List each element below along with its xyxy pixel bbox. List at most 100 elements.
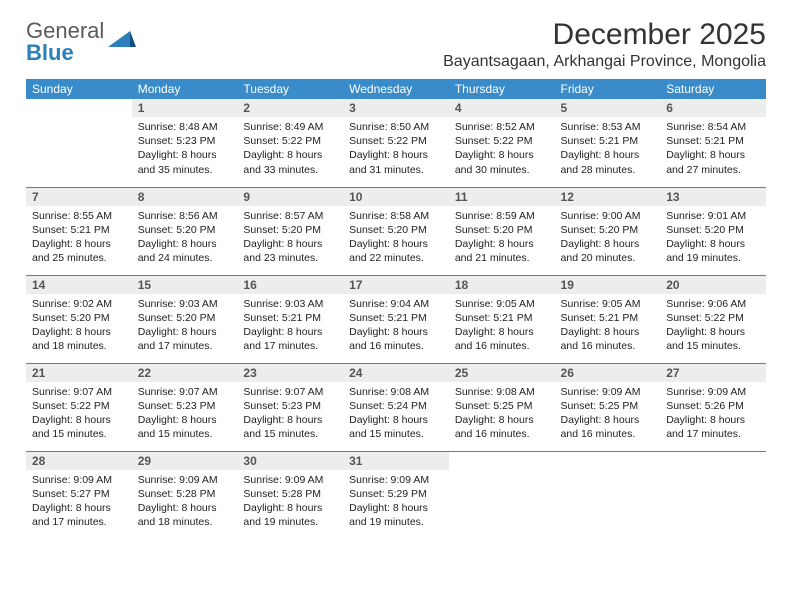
sunrise-text: Sunrise: 9:05 AM bbox=[455, 297, 549, 311]
daylight-text-2: and 25 minutes. bbox=[32, 251, 126, 265]
weekday-header: Sunday bbox=[26, 79, 132, 99]
daylight-text-1: Daylight: 8 hours bbox=[32, 237, 126, 251]
daylight-text-1: Daylight: 8 hours bbox=[32, 501, 126, 515]
calendar-day-cell: 15Sunrise: 9:03 AMSunset: 5:20 PMDayligh… bbox=[132, 275, 238, 363]
day-details: Sunrise: 8:52 AMSunset: 5:22 PMDaylight:… bbox=[449, 117, 555, 181]
brand-general: General bbox=[26, 20, 104, 42]
calendar-day-cell: 13Sunrise: 9:01 AMSunset: 5:20 PMDayligh… bbox=[660, 187, 766, 275]
sunrise-text: Sunrise: 9:09 AM bbox=[666, 385, 760, 399]
calendar-day-cell: 31Sunrise: 9:09 AMSunset: 5:29 PMDayligh… bbox=[343, 451, 449, 539]
calendar-day-cell: 18Sunrise: 9:05 AMSunset: 5:21 PMDayligh… bbox=[449, 275, 555, 363]
daylight-text-2: and 23 minutes. bbox=[243, 251, 337, 265]
weekday-header: Saturday bbox=[660, 79, 766, 99]
calendar-day-cell: 19Sunrise: 9:05 AMSunset: 5:21 PMDayligh… bbox=[555, 275, 661, 363]
sunrise-text: Sunrise: 9:08 AM bbox=[349, 385, 443, 399]
weekday-header: Thursday bbox=[449, 79, 555, 99]
daylight-text-1: Daylight: 8 hours bbox=[455, 148, 549, 162]
day-number: 31 bbox=[343, 452, 449, 470]
daylight-text-1: Daylight: 8 hours bbox=[243, 501, 337, 515]
daylight-text-1: Daylight: 8 hours bbox=[666, 413, 760, 427]
daylight-text-1: Daylight: 8 hours bbox=[561, 413, 655, 427]
sunset-text: Sunset: 5:28 PM bbox=[138, 487, 232, 501]
sunset-text: Sunset: 5:24 PM bbox=[349, 399, 443, 413]
sunrise-text: Sunrise: 8:54 AM bbox=[666, 120, 760, 134]
day-number: 13 bbox=[660, 188, 766, 206]
daylight-text-2: and 33 minutes. bbox=[243, 163, 337, 177]
day-number: 17 bbox=[343, 276, 449, 294]
sunset-text: Sunset: 5:23 PM bbox=[243, 399, 337, 413]
daylight-text-1: Daylight: 8 hours bbox=[243, 413, 337, 427]
weekday-header-row: Sunday Monday Tuesday Wednesday Thursday… bbox=[26, 79, 766, 99]
daylight-text-2: and 16 minutes. bbox=[455, 427, 549, 441]
day-details: Sunrise: 9:09 AMSunset: 5:26 PMDaylight:… bbox=[660, 382, 766, 446]
sunset-text: Sunset: 5:22 PM bbox=[666, 311, 760, 325]
calendar-week-row: 21Sunrise: 9:07 AMSunset: 5:22 PMDayligh… bbox=[26, 363, 766, 451]
calendar-day-cell: .. bbox=[26, 99, 132, 187]
sunset-text: Sunset: 5:20 PM bbox=[138, 223, 232, 237]
sunset-text: Sunset: 5:21 PM bbox=[561, 311, 655, 325]
daylight-text-1: Daylight: 8 hours bbox=[138, 501, 232, 515]
weekday-header: Monday bbox=[132, 79, 238, 99]
day-details: Sunrise: 9:04 AMSunset: 5:21 PMDaylight:… bbox=[343, 294, 449, 358]
daylight-text-1: Daylight: 8 hours bbox=[666, 325, 760, 339]
calendar-day-cell: 20Sunrise: 9:06 AMSunset: 5:22 PMDayligh… bbox=[660, 275, 766, 363]
daylight-text-2: and 30 minutes. bbox=[455, 163, 549, 177]
weekday-header: Wednesday bbox=[343, 79, 449, 99]
day-details: Sunrise: 8:53 AMSunset: 5:21 PMDaylight:… bbox=[555, 117, 661, 181]
day-details: Sunrise: 8:48 AMSunset: 5:23 PMDaylight:… bbox=[132, 117, 238, 181]
calendar-day-cell: 25Sunrise: 9:08 AMSunset: 5:25 PMDayligh… bbox=[449, 363, 555, 451]
day-details: Sunrise: 9:00 AMSunset: 5:20 PMDaylight:… bbox=[555, 206, 661, 270]
day-number: 11 bbox=[449, 188, 555, 206]
daylight-text-1: Daylight: 8 hours bbox=[349, 501, 443, 515]
day-number: 28 bbox=[26, 452, 132, 470]
daylight-text-2: and 24 minutes. bbox=[138, 251, 232, 265]
day-details: Sunrise: 9:05 AMSunset: 5:21 PMDaylight:… bbox=[555, 294, 661, 358]
calendar-day-cell: 26Sunrise: 9:09 AMSunset: 5:25 PMDayligh… bbox=[555, 363, 661, 451]
calendar-table: Sunday Monday Tuesday Wednesday Thursday… bbox=[26, 79, 766, 539]
calendar-day-cell: 27Sunrise: 9:09 AMSunset: 5:26 PMDayligh… bbox=[660, 363, 766, 451]
day-number: 19 bbox=[555, 276, 661, 294]
sunset-text: Sunset: 5:25 PM bbox=[455, 399, 549, 413]
daylight-text-1: Daylight: 8 hours bbox=[561, 237, 655, 251]
day-number: 10 bbox=[343, 188, 449, 206]
day-details: Sunrise: 8:50 AMSunset: 5:22 PMDaylight:… bbox=[343, 117, 449, 181]
day-details: Sunrise: 9:09 AMSunset: 5:25 PMDaylight:… bbox=[555, 382, 661, 446]
brand-text: General Blue bbox=[26, 20, 104, 64]
day-details: Sunrise: 9:02 AMSunset: 5:20 PMDaylight:… bbox=[26, 294, 132, 358]
day-details: Sunrise: 8:58 AMSunset: 5:20 PMDaylight:… bbox=[343, 206, 449, 270]
daylight-text-2: and 15 minutes. bbox=[243, 427, 337, 441]
calendar-day-cell: 17Sunrise: 9:04 AMSunset: 5:21 PMDayligh… bbox=[343, 275, 449, 363]
sunset-text: Sunset: 5:21 PM bbox=[666, 134, 760, 148]
sunrise-text: Sunrise: 9:07 AM bbox=[138, 385, 232, 399]
sunrise-text: Sunrise: 8:58 AM bbox=[349, 209, 443, 223]
calendar-day-cell: 7Sunrise: 8:55 AMSunset: 5:21 PMDaylight… bbox=[26, 187, 132, 275]
daylight-text-2: and 18 minutes. bbox=[138, 515, 232, 529]
daylight-text-2: and 35 minutes. bbox=[138, 163, 232, 177]
calendar-day-cell: 23Sunrise: 9:07 AMSunset: 5:23 PMDayligh… bbox=[237, 363, 343, 451]
daylight-text-2: and 28 minutes. bbox=[561, 163, 655, 177]
sunrise-text: Sunrise: 8:50 AM bbox=[349, 120, 443, 134]
weekday-header: Tuesday bbox=[237, 79, 343, 99]
daylight-text-1: Daylight: 8 hours bbox=[455, 325, 549, 339]
sunset-text: Sunset: 5:22 PM bbox=[349, 134, 443, 148]
sunrise-text: Sunrise: 9:04 AM bbox=[349, 297, 443, 311]
daylight-text-2: and 17 minutes. bbox=[666, 427, 760, 441]
daylight-text-1: Daylight: 8 hours bbox=[349, 413, 443, 427]
daylight-text-2: and 19 minutes. bbox=[349, 515, 443, 529]
sunset-text: Sunset: 5:29 PM bbox=[349, 487, 443, 501]
day-details: Sunrise: 8:59 AMSunset: 5:20 PMDaylight:… bbox=[449, 206, 555, 270]
day-details: Sunrise: 9:07 AMSunset: 5:22 PMDaylight:… bbox=[26, 382, 132, 446]
daylight-text-2: and 21 minutes. bbox=[455, 251, 549, 265]
sunset-text: Sunset: 5:21 PM bbox=[243, 311, 337, 325]
calendar-week-row: ..1Sunrise: 8:48 AMSunset: 5:23 PMDaylig… bbox=[26, 99, 766, 187]
day-number: 30 bbox=[237, 452, 343, 470]
title-block: December 2025 Bayantsagaan, Arkhangai Pr… bbox=[443, 18, 766, 71]
calendar-day-cell: .. bbox=[555, 451, 661, 539]
sunrise-text: Sunrise: 9:03 AM bbox=[138, 297, 232, 311]
weekday-header: Friday bbox=[555, 79, 661, 99]
daylight-text-1: Daylight: 8 hours bbox=[666, 237, 760, 251]
sunset-text: Sunset: 5:21 PM bbox=[561, 134, 655, 148]
sunset-text: Sunset: 5:20 PM bbox=[666, 223, 760, 237]
daylight-text-1: Daylight: 8 hours bbox=[455, 237, 549, 251]
sunset-text: Sunset: 5:20 PM bbox=[138, 311, 232, 325]
